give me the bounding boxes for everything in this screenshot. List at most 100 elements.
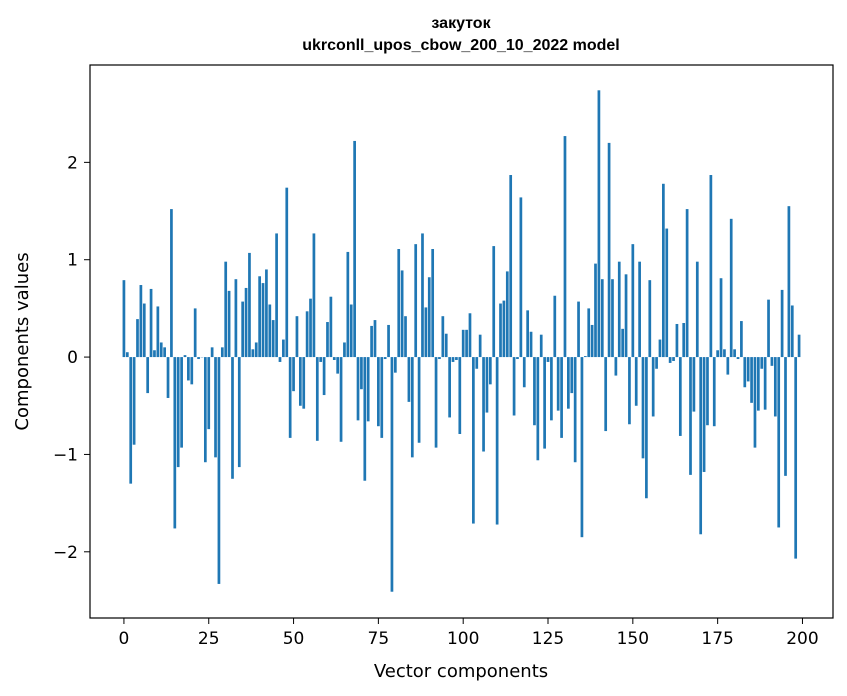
- bar: [390, 357, 394, 592]
- bar: [465, 329, 468, 358]
- bar: [519, 197, 523, 358]
- bar: [129, 357, 133, 484]
- y-tick-label: 0: [67, 348, 78, 368]
- x-tick-label: 150: [617, 629, 649, 649]
- bar: [180, 357, 183, 448]
- bar: [573, 357, 577, 463]
- bar: [699, 357, 703, 535]
- bar: [190, 357, 194, 385]
- bar: [543, 357, 546, 449]
- bar: [472, 357, 475, 524]
- bar: [651, 357, 655, 417]
- bar: [458, 357, 462, 434]
- bar: [156, 306, 160, 358]
- bar: [207, 357, 211, 430]
- bar: [743, 357, 747, 388]
- bar: [400, 270, 404, 358]
- bar: [631, 244, 635, 358]
- bar: [404, 316, 407, 358]
- chart-title: закуток: [431, 15, 491, 32]
- bar: [577, 301, 580, 358]
- bar: [122, 280, 126, 358]
- bar: [746, 357, 750, 382]
- bar: [709, 175, 713, 358]
- bar: [526, 310, 530, 358]
- bar: [753, 357, 757, 448]
- x-tick-label: 75: [368, 629, 390, 649]
- bar: [780, 289, 784, 358]
- bar: [265, 269, 268, 358]
- bar: [125, 352, 129, 358]
- bar: [332, 357, 336, 360]
- bar: [628, 357, 631, 425]
- x-tick-label: 200: [786, 629, 818, 649]
- bar: [634, 357, 638, 406]
- bar: [288, 357, 292, 438]
- y-axis-label: Components values: [12, 252, 33, 430]
- bar: [563, 136, 567, 358]
- bar: [353, 140, 356, 358]
- bar: [655, 357, 658, 369]
- bar: [163, 347, 166, 358]
- bar: [580, 357, 584, 538]
- bar: [536, 357, 540, 461]
- bar: [414, 244, 418, 358]
- bar: [499, 303, 502, 358]
- bar: [712, 357, 716, 427]
- bar: [672, 357, 675, 361]
- bar: [254, 342, 258, 358]
- bar: [702, 357, 706, 472]
- bar: [455, 357, 458, 360]
- bar: [763, 357, 767, 410]
- bar: [210, 347, 214, 358]
- bar: [159, 342, 163, 358]
- bar: [427, 277, 431, 358]
- bar: [444, 333, 448, 358]
- bar: [176, 357, 180, 468]
- bar: [251, 349, 255, 358]
- bar: [214, 357, 217, 458]
- bar: [343, 342, 346, 358]
- bar: [329, 296, 333, 358]
- y-tick-label: 1: [67, 251, 78, 271]
- bar: [492, 246, 496, 358]
- bar: [587, 308, 591, 358]
- bar: [529, 331, 533, 358]
- bar: [282, 339, 285, 358]
- bar: [431, 249, 435, 358]
- bar: [570, 357, 574, 394]
- bar: [261, 283, 265, 358]
- bar: [383, 357, 387, 360]
- bar: [594, 263, 597, 358]
- y-axis-ticks: −2 −1 0 1 2: [53, 153, 90, 563]
- bar: [417, 357, 421, 443]
- bar: [546, 357, 550, 362]
- bar: [770, 357, 774, 366]
- bar: [193, 308, 197, 358]
- bar: [139, 285, 143, 358]
- bar: [556, 357, 560, 411]
- bar: [682, 323, 686, 358]
- bar: [597, 90, 601, 358]
- bar: [166, 357, 170, 398]
- bar: [509, 175, 513, 358]
- bar: [339, 357, 343, 442]
- bar: [224, 261, 228, 358]
- bar: [539, 334, 543, 358]
- bar: [373, 320, 377, 358]
- bar: [441, 316, 445, 358]
- bar: [146, 357, 150, 394]
- bar: [393, 357, 397, 373]
- bar: [757, 357, 760, 411]
- bar: [278, 357, 282, 362]
- bar: [142, 303, 146, 358]
- bar: [448, 357, 451, 418]
- bar: [312, 233, 316, 358]
- bar: [689, 357, 692, 475]
- bar: [407, 357, 411, 402]
- bar: [600, 279, 604, 358]
- bar: [675, 323, 679, 358]
- bar: [648, 280, 652, 358]
- bar: [275, 233, 278, 358]
- y-tick-label: −1: [53, 445, 78, 465]
